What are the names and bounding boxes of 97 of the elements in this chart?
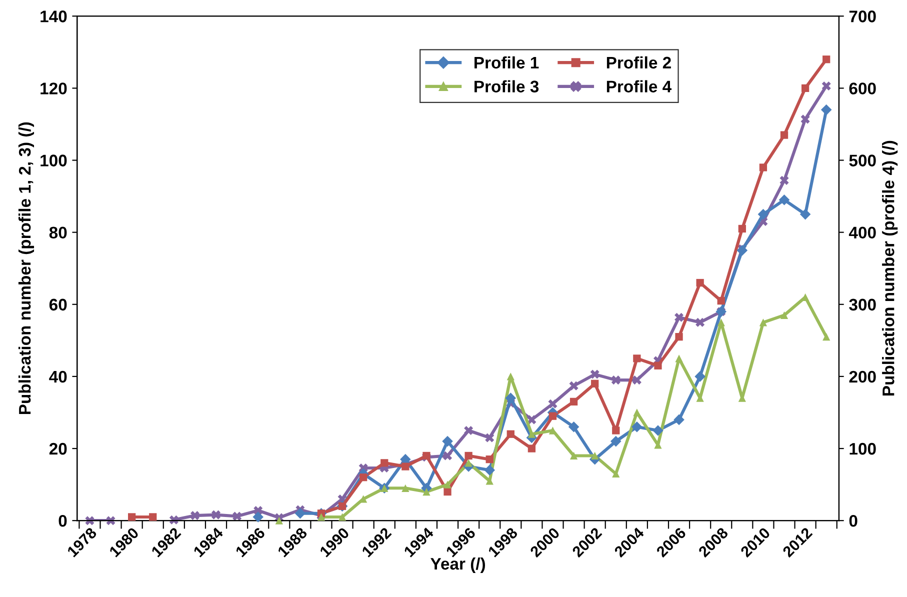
point — [485, 433, 494, 442]
point — [675, 354, 683, 362]
point — [442, 436, 453, 447]
y-tick-label: 120 — [40, 82, 67, 94]
point — [717, 296, 725, 305]
point — [632, 421, 642, 432]
point — [190, 511, 200, 520]
y-tick-label: 40 — [49, 370, 67, 383]
y2-axis-title: Publication number (profile 4) (/) — [882, 140, 898, 396]
point — [464, 452, 472, 460]
point — [633, 354, 641, 362]
point — [528, 444, 536, 452]
point — [505, 392, 516, 404]
legend-label: Profile 1 — [474, 56, 539, 69]
point — [822, 332, 830, 341]
point — [717, 318, 725, 326]
point — [548, 399, 558, 408]
point — [149, 513, 157, 521]
point — [569, 381, 578, 390]
point — [780, 176, 789, 185]
point — [464, 459, 472, 467]
y2-tick-label: 200 — [849, 370, 876, 383]
y-tick-label: 140 — [40, 10, 67, 22]
point — [591, 380, 599, 388]
point — [486, 456, 494, 464]
point — [759, 164, 768, 172]
point — [778, 194, 790, 206]
y-axis-title: Publication number (profile 1, 2, 3) (/) — [18, 122, 34, 414]
point — [822, 56, 830, 64]
y-tick-label: 20 — [49, 442, 67, 455]
point — [632, 376, 642, 385]
y-tick-label: 80 — [49, 226, 67, 239]
y2-tick-label: 700 — [849, 10, 876, 22]
point — [820, 104, 832, 116]
point — [738, 224, 746, 233]
y-tick-label: 0 — [58, 514, 67, 527]
point — [612, 470, 620, 478]
point — [444, 480, 452, 488]
y-tick-label: 60 — [49, 298, 67, 311]
point — [590, 370, 600, 379]
point — [568, 421, 580, 432]
point — [652, 425, 664, 436]
point — [402, 462, 410, 470]
point — [506, 372, 514, 380]
point — [402, 484, 410, 492]
y-tick-label: 100 — [40, 154, 67, 166]
point — [696, 318, 705, 327]
point — [591, 452, 599, 460]
point — [801, 84, 810, 92]
legend-label: Profile 2 — [606, 56, 671, 69]
point — [800, 114, 810, 124]
y2-tick-label: 500 — [849, 154, 876, 166]
point — [570, 398, 578, 406]
point — [759, 318, 768, 326]
point — [800, 208, 811, 220]
legend-label: Profile 3 — [474, 80, 539, 92]
point — [610, 436, 622, 447]
point — [780, 311, 788, 320]
legend-label: Profile 4 — [606, 80, 672, 92]
point — [674, 312, 684, 322]
y2-tick-label: 300 — [849, 298, 876, 311]
y2-tick-label: 0 — [849, 514, 858, 527]
point — [822, 82, 831, 91]
point — [294, 508, 306, 519]
point — [611, 376, 620, 385]
point — [211, 510, 221, 520]
point — [338, 513, 346, 521]
point — [633, 408, 641, 416]
point — [506, 430, 514, 438]
point — [674, 414, 684, 426]
point — [464, 426, 474, 436]
point — [548, 412, 557, 420]
point — [275, 516, 283, 524]
point — [232, 512, 242, 521]
point — [360, 474, 368, 482]
point — [736, 244, 748, 256]
point — [484, 464, 496, 476]
point — [528, 430, 536, 438]
point — [612, 426, 620, 434]
point — [128, 513, 136, 521]
point — [444, 488, 452, 496]
point — [570, 452, 578, 460]
point — [654, 362, 662, 370]
y2-tick-label: 600 — [849, 82, 876, 94]
point — [780, 131, 788, 139]
y2-tick-label: 100 — [850, 442, 876, 455]
point — [422, 488, 430, 496]
point — [758, 208, 769, 220]
x-axis-title: Year (/) — [430, 557, 485, 573]
point — [380, 459, 388, 467]
point — [252, 512, 264, 522]
point — [442, 451, 452, 460]
y2-tick-label: 400 — [848, 226, 876, 239]
point — [696, 278, 704, 287]
point — [675, 332, 683, 341]
point — [694, 371, 706, 382]
point — [169, 515, 178, 524]
